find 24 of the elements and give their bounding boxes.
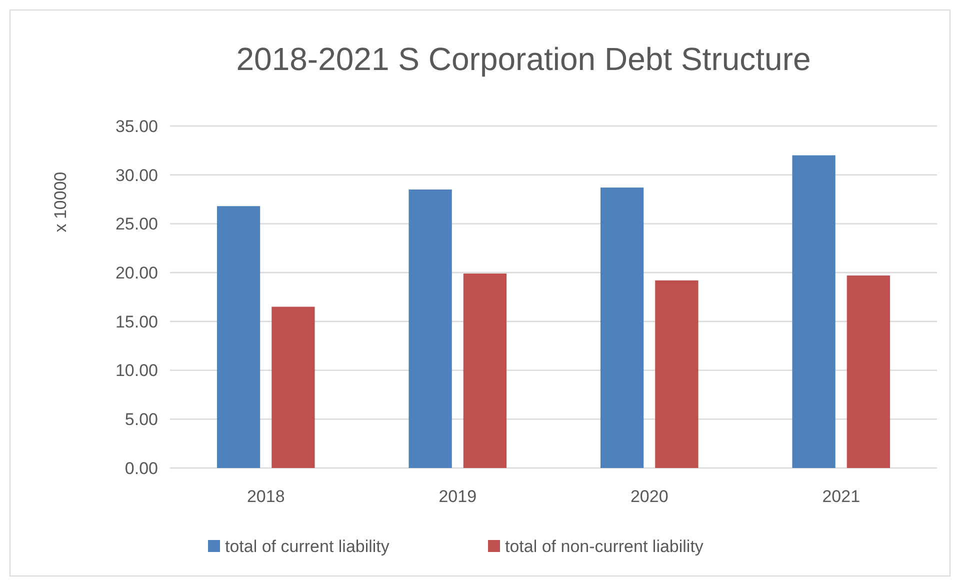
legend-label: total of current liability [225, 537, 390, 556]
y-tick-label: 5.00 [124, 410, 158, 430]
bar [600, 188, 644, 468]
y-tick-label: 30.00 [115, 166, 158, 185]
bar [463, 274, 507, 468]
y-tick-label: 35.00 [115, 116, 158, 136]
y-tick-label: 10.00 [115, 361, 158, 380]
y-axis-title: x 10000 [51, 172, 70, 232]
y-tick-label: 15.00 [115, 312, 158, 332]
y-tick-label: 25.00 [115, 214, 158, 234]
y-tick-label: 0.00 [124, 458, 158, 478]
legend-label: total of non-current liability [505, 537, 704, 556]
chart-title: 2018-2021 S Corporation Debt Structure [236, 41, 811, 77]
bar [792, 155, 836, 468]
x-tick-label: 2018 [246, 487, 285, 506]
bar [655, 280, 698, 468]
x-tick-label: 2019 [438, 487, 477, 506]
bar [846, 276, 890, 468]
bar [216, 206, 260, 468]
y-tick-label: 20.00 [115, 264, 158, 283]
x-tick-label: 2021 [822, 487, 860, 506]
bar [272, 306, 315, 468]
bar [408, 190, 452, 468]
x-tick-label: 2020 [630, 487, 668, 506]
